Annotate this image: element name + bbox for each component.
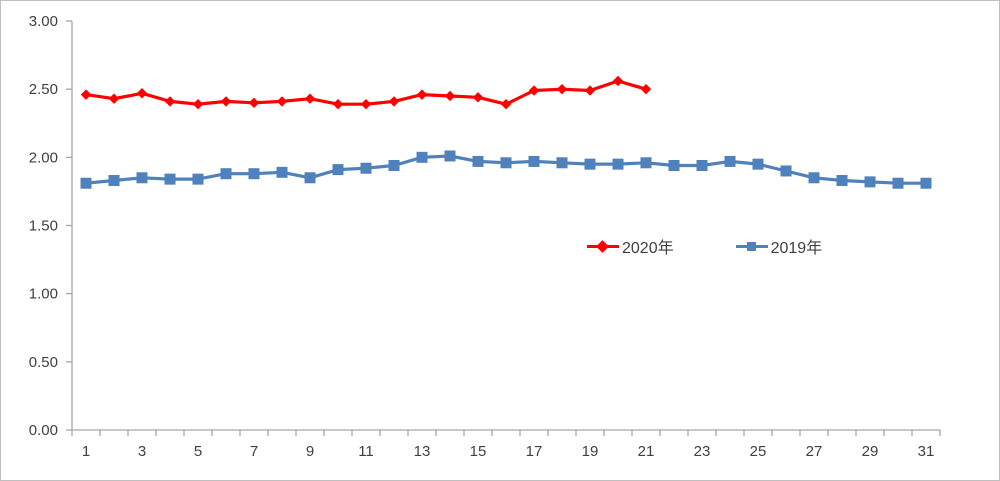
x-tick-label: 5 [194,443,202,460]
data-point[interactable] [276,166,288,178]
data-point[interactable] [416,151,428,163]
y-tick-label: 1.50 [29,218,58,235]
data-point[interactable] [808,172,820,184]
diamond-icon [596,239,609,253]
data-point[interactable] [612,158,624,170]
data-point[interactable] [276,96,288,107]
x-tick-label: 13 [414,443,431,460]
y-tick-label: 1.00 [29,286,58,303]
data-point[interactable] [472,92,484,103]
data-point[interactable] [332,98,344,110]
x-tick-label: 31 [918,443,935,460]
x-tick-label: 15 [470,443,487,460]
x-tick-label: 17 [526,443,543,460]
legend-item-2019[interactable]: 2019年 [735,234,823,258]
data-point[interactable] [416,89,428,100]
data-point[interactable] [920,177,932,189]
data-point[interactable] [892,177,904,189]
data-point[interactable] [360,98,372,110]
x-tick-label: 9 [306,443,314,460]
x-tick-label: 21 [638,443,655,460]
x-tick-label: 1 [82,443,90,460]
legend-label-2019: 2019年 [770,240,823,257]
data-point[interactable] [192,98,204,110]
data-point[interactable] [640,157,652,169]
data-point[interactable] [472,155,484,167]
data-point[interactable] [500,98,512,110]
data-point[interactable] [80,89,92,100]
data-point[interactable] [304,172,316,184]
data-point[interactable] [780,165,792,177]
data-point[interactable] [640,83,652,95]
data-point[interactable] [556,83,568,95]
data-point[interactable] [556,157,568,169]
x-tick-label: 25 [750,443,767,460]
data-point[interactable] [80,177,92,189]
y-tick-label: 0.00 [29,422,58,439]
data-point[interactable] [696,160,708,172]
data-point[interactable] [668,160,680,172]
x-tick-label: 7 [250,443,258,460]
data-point[interactable] [528,155,540,167]
data-point[interactable] [724,155,736,167]
data-point[interactable] [108,93,120,104]
x-tick-label: 11 [358,443,374,460]
data-point[interactable] [304,93,316,104]
data-point[interactable] [164,96,176,107]
data-point[interactable] [836,175,848,187]
legend-marker-2020-diamond-icon [587,239,619,253]
y-tick-label: 2.00 [29,149,58,166]
data-point[interactable] [388,160,400,172]
x-tick-label: 23 [694,443,711,460]
data-point[interactable] [220,168,232,180]
data-point[interactable] [864,176,876,188]
y-tick-label: 3.00 [29,13,58,30]
data-point[interactable] [612,75,624,87]
data-point[interactable] [500,157,512,169]
data-point[interactable] [444,90,456,102]
data-point[interactable] [332,164,344,176]
x-tick-label: 19 [582,443,599,460]
legend-item-2020[interactable]: 2020年 [587,234,674,258]
data-point[interactable] [136,88,148,99]
x-tick-label: 27 [806,443,823,460]
square-icon [746,241,756,251]
data-point[interactable] [584,158,596,170]
data-point[interactable] [164,173,176,185]
data-point[interactable] [444,150,456,162]
y-tick-label: 0.50 [29,354,58,371]
data-point[interactable] [248,168,260,180]
data-point[interactable] [136,172,148,184]
data-point[interactable] [248,97,260,108]
legend-label-2020: 2020年 [622,240,674,257]
data-point[interactable] [388,96,400,107]
legend-marker-2019-square-icon [735,239,768,253]
data-point[interactable] [220,96,232,107]
data-point[interactable] [108,175,120,187]
data-point[interactable] [360,162,372,174]
x-tick-label: 3 [138,443,146,460]
legend: 2020年 2019年 [587,234,822,258]
x-tick-label: 29 [862,443,879,460]
data-point[interactable] [528,85,540,96]
data-point[interactable] [752,158,764,170]
data-point[interactable] [192,173,204,185]
data-point[interactable] [584,85,596,96]
y-tick-label: 2.50 [29,81,58,98]
